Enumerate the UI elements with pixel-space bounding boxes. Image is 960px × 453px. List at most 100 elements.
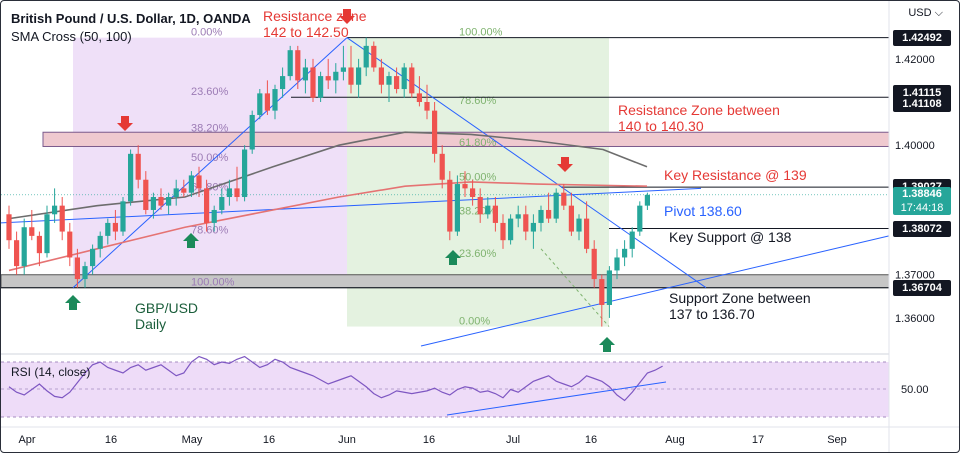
candle-body <box>219 197 225 210</box>
annotation-key-support: Key Support @ 138 <box>669 229 792 245</box>
candle-body <box>44 214 50 254</box>
candle-body <box>500 222 506 241</box>
candle-body <box>530 222 536 232</box>
candle-body <box>318 76 324 98</box>
candle-body <box>257 93 263 115</box>
fib-label-left: 50.00% <box>191 152 229 164</box>
candle-body <box>599 279 605 305</box>
support-trendline <box>420 235 890 347</box>
fib-label-right: 23.60% <box>459 248 497 260</box>
candle-body <box>14 240 20 267</box>
candle-body <box>394 76 400 90</box>
candle-body <box>166 197 172 206</box>
candle-body <box>378 67 384 85</box>
candle-body <box>112 222 118 232</box>
fib-label-right: 0.00% <box>459 316 490 328</box>
fib-label-right: 50.00% <box>459 171 497 183</box>
candle-body <box>6 214 12 241</box>
rsi-label[interactable]: RSI (14, close) <box>11 365 91 379</box>
candle-body <box>386 76 392 85</box>
candle-body <box>128 153 134 202</box>
candle-body <box>196 175 202 189</box>
candle-body <box>348 67 354 85</box>
candle-body <box>515 214 521 219</box>
fib-label-left: 23.60% <box>191 86 229 98</box>
candle-body <box>120 201 126 232</box>
candle-body <box>204 188 210 223</box>
currency-label[interactable]: USD ⌵ <box>908 7 943 19</box>
candle-body <box>105 222 111 236</box>
candle-body <box>363 45 369 68</box>
candle-body <box>546 209 552 219</box>
candle-body <box>454 184 460 232</box>
candle-body <box>409 67 415 94</box>
indicator-label[interactable]: SMA Cross (50, 100) <box>11 29 132 44</box>
candle-body <box>249 114 255 150</box>
candle-body <box>82 266 88 280</box>
candle-body <box>523 214 529 232</box>
candle-body <box>234 188 240 198</box>
annotation-resistance-zone-140: Resistance Zone between 140 to 140.30 <box>618 102 780 134</box>
candle-body <box>135 153 141 180</box>
sma-100-line <box>8 181 648 272</box>
price-tick-label: 1.42000 <box>895 54 935 66</box>
rsi-axis-label: 50.00 <box>901 384 929 396</box>
candle-body <box>644 194 650 206</box>
candle-body <box>36 235 42 254</box>
time-tick-label: Sep <box>827 434 847 446</box>
candle-body <box>181 188 187 193</box>
fib-label-left: 38.20% <box>191 123 229 135</box>
candle-body <box>67 231 73 258</box>
candle-body <box>90 248 96 267</box>
pivot-trendline <box>1 187 702 224</box>
rsi-trendline <box>446 381 667 416</box>
candle-body <box>508 218 514 241</box>
candle-body <box>371 45 377 68</box>
price-tick-label: 1.37000 <box>895 270 935 282</box>
candle-body <box>226 188 232 198</box>
candle-body <box>432 110 438 154</box>
candle-body <box>477 197 483 215</box>
candle-body <box>614 257 620 271</box>
time-tick-label: 17 <box>752 434 764 446</box>
candle-body <box>553 192 559 219</box>
fib-label-right: 100.00% <box>459 27 503 39</box>
candle-body <box>173 188 179 198</box>
arrow-up-green <box>65 295 81 310</box>
candle-body <box>242 149 248 198</box>
price-tag: 1.38846 17:44:18 <box>893 186 951 215</box>
candle-body <box>416 93 422 103</box>
annotation-pivot: Pivot 138.60 <box>664 203 742 219</box>
candle-body <box>150 197 156 210</box>
candle-body <box>158 197 164 206</box>
candle-body <box>492 205 498 223</box>
candle-body <box>629 231 635 249</box>
time-tick-label: May <box>182 434 203 446</box>
candle-body <box>302 67 308 81</box>
arrow-down-red <box>117 116 133 131</box>
fib-label-right: 78.60% <box>459 95 497 107</box>
candle-body <box>462 184 468 189</box>
candle-body <box>333 71 339 81</box>
fib-label-right: 61.80% <box>459 137 497 149</box>
candle-body <box>97 235 103 249</box>
candle-body <box>591 248 597 280</box>
candle-body <box>485 205 491 215</box>
candle-body <box>264 93 270 111</box>
price-tag: 1.42492 <box>893 29 951 46</box>
candle-body <box>622 248 628 258</box>
fib-label-left: 100.00% <box>191 277 235 289</box>
arrow-up-green <box>445 250 461 265</box>
support-zone-band <box>1 274 890 289</box>
sma-50-line <box>8 131 648 220</box>
candle-body <box>280 76 286 90</box>
annotation-support-zone: Support Zone between 137 to 136.70 <box>669 290 811 322</box>
candle-body <box>356 67 362 85</box>
candle-body <box>340 67 346 72</box>
annotation-key-resistance: Key Resistance @ 139 <box>664 167 807 183</box>
fib-diagonal <box>540 248 610 327</box>
candle-body <box>272 89 278 111</box>
time-tick-label: 16 <box>105 434 117 446</box>
